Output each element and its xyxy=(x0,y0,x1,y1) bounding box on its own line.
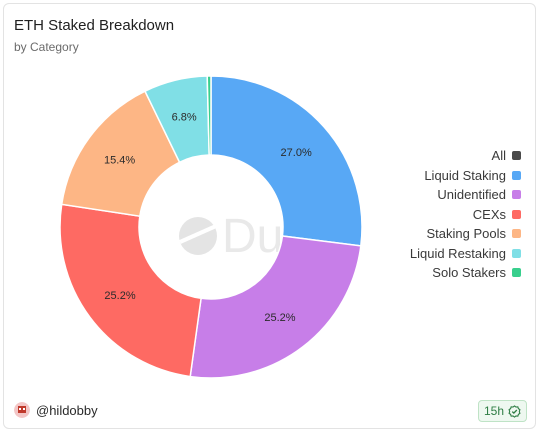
legend-item[interactable]: CEXs xyxy=(410,205,521,225)
legend-swatch xyxy=(512,248,521,258)
legend-label: Solo Stakers xyxy=(432,265,506,281)
data-label: 6.8% xyxy=(172,112,197,124)
legend-label: CEXs xyxy=(472,206,506,222)
legend-item[interactable]: Liquid Staking xyxy=(410,166,521,186)
legend-swatch xyxy=(512,229,521,239)
legend-item[interactable]: All xyxy=(410,146,521,166)
legend-label: Liquid Staking xyxy=(424,167,506,183)
avatar xyxy=(14,402,30,418)
legend-item[interactable]: Unidentified xyxy=(410,185,521,205)
author[interactable]: @hildobby xyxy=(14,402,98,418)
donut-slice[interactable] xyxy=(206,75,212,156)
refresh-badge[interactable]: 15h xyxy=(477,400,527,422)
legend-swatch xyxy=(512,268,521,278)
legend-item[interactable]: Solo Stakers xyxy=(410,263,521,283)
legend-item[interactable]: Staking Pools xyxy=(410,224,521,244)
donut-chart: Dune 27.0%25.2%25.2%15.4%6.8% xyxy=(59,75,363,379)
legend-swatch xyxy=(512,151,521,161)
chart-title: ETH Staked Breakdown xyxy=(14,17,175,34)
chart-subtitle: by Category xyxy=(14,40,79,54)
donut-slice[interactable] xyxy=(189,235,362,379)
legend-item[interactable]: Liquid Restaking xyxy=(410,244,521,264)
chart-legend: All Liquid Staking Unidentified CEXs Staking… xyxy=(410,146,521,283)
check-circle-icon xyxy=(508,404,521,418)
data-label: 25.2% xyxy=(264,312,295,324)
legend-swatch xyxy=(512,170,521,180)
legend-label: All xyxy=(491,148,506,164)
legend-swatch xyxy=(512,190,521,200)
legend-label: Unidentified xyxy=(437,187,506,203)
author-name: @hildobby xyxy=(36,402,98,418)
donut-slice[interactable] xyxy=(59,203,202,378)
legend-swatch xyxy=(512,209,521,219)
data-label: 27.0% xyxy=(281,147,312,159)
donut-slice[interactable] xyxy=(60,90,181,218)
chart-card: ETH Staked Breakdown by Category Dune 27… xyxy=(3,3,536,429)
data-label: 15.4% xyxy=(104,155,135,167)
data-label: 25.2% xyxy=(104,290,135,302)
legend-label: Staking Pools xyxy=(426,226,507,242)
donut-slice[interactable] xyxy=(210,75,363,247)
refresh-time: 15h xyxy=(483,404,504,418)
legend-label: Liquid Restaking xyxy=(409,245,506,261)
